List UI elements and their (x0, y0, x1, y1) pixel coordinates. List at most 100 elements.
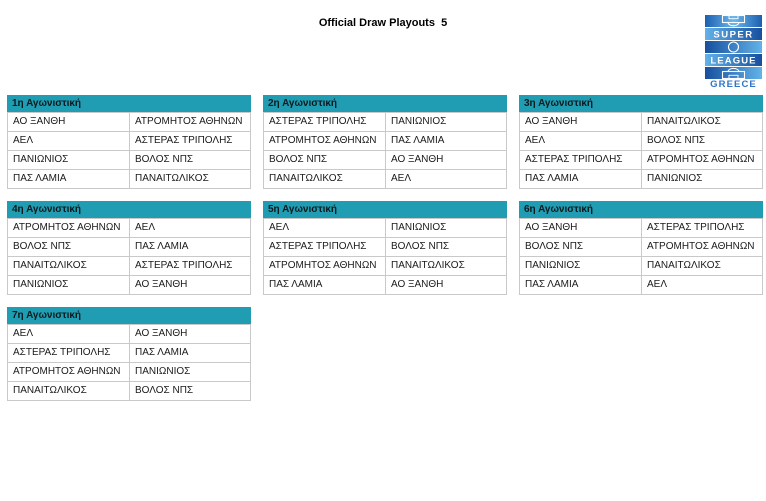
home-team-cell: ΑΣΤΕΡΑΣ ΤΡΙΠΟΛΗΣ (525, 154, 623, 165)
home-team-cell: ΑΟ ΞΑΝΘΗ (525, 222, 578, 233)
match-row: ΠΑΣ ΛΑΜΙΑ ΠΑΝΑΙΤΩΛΙΚΟΣ (7, 170, 251, 189)
home-team-cell: ΠΑΣ ΛΑΜΙΑ (269, 279, 323, 290)
match-row: ΒΟΛΟΣ ΝΠΣ ΑΟ ΞΑΝΘΗ (263, 151, 507, 170)
home-team-cell: ΑΕΛ (13, 135, 34, 146)
matchday-table: 5η Αγωνιστική ΑΕΛ ΠΑΝΙΩΝΙΟΣ ΑΣΤΕΡΑΣ ΤΡΙΠΟΛΗ… (263, 201, 507, 295)
match-row: ΒΟΛΟΣ ΝΠΣ ΠΑΣ ΛΑΜΙΑ (7, 238, 251, 257)
match-row: ΑΣΤΕΡΑΣ ΤΡΙΠΟΛΗΣ ΒΟΛΟΣ ΝΠΣ (263, 238, 507, 257)
home-team-cell: ΠΑΣ ΛΑΜΙΑ (13, 173, 67, 184)
logo-text-super: SUPER (713, 30, 753, 41)
logo-band-league (705, 54, 762, 66)
home-team-cell: ΑΣΤΕΡΑΣ ΤΡΙΠΟΛΗΣ (269, 241, 367, 252)
away-team-cell: ΑΤΡΟΜΗΤΟΣ ΑΘΗΝΩΝ (641, 238, 762, 256)
logo-text-league: LEAGUE (710, 56, 756, 67)
away-team-cell: ΑΣΤΕΡΑΣ ΤΡΙΠΟΛΗΣ (129, 257, 250, 275)
away-team-cell: ΠΑΣ ΛΑΜΙΑ (129, 344, 250, 362)
home-team-cell: ΑΕΛ (269, 222, 290, 233)
matchday-header: 1η Αγωνιστική (7, 95, 251, 112)
away-team-cell: ΒΟΛΟΣ ΝΠΣ (641, 132, 762, 150)
matchday-body: ΑΣΤΕΡΑΣ ΤΡΙΠΟΛΗΣ ΠΑΝΙΩΝΙΟΣ ΑΤΡΟΜΗΤΟΣ ΑΘΗΝΩ… (263, 112, 507, 189)
match-row: ΠΑΣ ΛΑΜΙΑ ΑΕΛ (519, 276, 763, 295)
logo-band-centre (705, 41, 762, 53)
matchday-body: ΑΟ ΞΑΝΘΗ ΑΤΡΟΜΗΤΟΣ ΑΘΗΝΩΝ ΑΕΛ ΑΣΤΕΡΑΣ ΤΡΙΠΟ… (7, 112, 251, 189)
away-team-cell: ΑΣΤΕΡΑΣ ΤΡΙΠΟΛΗΣ (641, 219, 762, 237)
draw-tables: 1η Αγωνιστική ΑΟ ΞΑΝΘΗ ΑΤΡΟΜΗΤΟΣ ΑΘΗΝΩΝ ΑΕΛ… (7, 95, 763, 401)
home-team-cell: ΠΑΝΙΩΝΙΟΣ (525, 260, 581, 271)
away-team-cell: ΠΑΝΑΙΤΩΛΙΚΟΣ (641, 113, 762, 131)
home-team-cell: ΒΟΛΟΣ ΝΠΣ (525, 241, 584, 252)
away-team-cell: ΠΑΝΑΙΤΩΛΙΚΟΣ (129, 170, 250, 188)
home-team-cell: ΑΤΡΟΜΗΤΟΣ ΑΘΗΝΩΝ (13, 222, 121, 233)
logo-band-pitch-top (705, 15, 762, 27)
home-team-cell: ΑΣΤΕΡΑΣ ΤΡΙΠΟΛΗΣ (269, 116, 367, 127)
match-row: ΠΑΝΙΩΝΙΟΣ ΠΑΝΑΙΤΩΛΙΚΟΣ (519, 257, 763, 276)
home-team-cell: ΑΟ ΞΑΝΘΗ (525, 116, 578, 127)
matchday-table: 6η Αγωνιστική ΑΟ ΞΑΝΘΗ ΑΣΤΕΡΑΣ ΤΡΙΠΟΛΗΣ ΒΟΛ… (519, 201, 763, 295)
match-row: ΑΕΛ ΑΣΤΕΡΑΣ ΤΡΙΠΟΛΗΣ (7, 132, 251, 151)
match-row: ΑΕΛ ΑΟ ΞΑΝΘΗ (7, 325, 251, 344)
away-team-cell: ΠΑΝΙΩΝΙΟΣ (129, 363, 250, 381)
matchday-header: 6η Αγωνιστική (519, 201, 763, 218)
match-row: ΑΕΛ ΠΑΝΙΩΝΙΟΣ (263, 219, 507, 238)
home-team-cell: ΠΑΝΙΩΝΙΟΣ (13, 154, 69, 165)
match-row: ΑΕΛ ΒΟΛΟΣ ΝΠΣ (519, 132, 763, 151)
matchday-header: 7η Αγωνιστική (7, 307, 251, 324)
away-team-cell: ΑΣΤΕΡΑΣ ΤΡΙΠΟΛΗΣ (129, 132, 250, 150)
away-team-cell: ΠΑΝΙΩΝΙΟΣ (385, 113, 506, 131)
home-team-cell: ΑΤΡΟΜΗΤΟΣ ΑΘΗΝΩΝ (269, 260, 377, 271)
home-team-cell: ΠΑΣ ΛΑΜΙΑ (525, 279, 579, 290)
away-team-cell: ΑΟ ΞΑΝΘΗ (129, 276, 250, 294)
matchday-body: ΑΟ ΞΑΝΘΗ ΑΣΤΕΡΑΣ ΤΡΙΠΟΛΗΣ ΒΟΛΟΣ ΝΠΣ ΑΤΡΟΜΗΤ… (519, 218, 763, 295)
logo-band-pitch-bottom (705, 67, 762, 79)
away-team-cell: ΑΕΛ (641, 276, 762, 294)
home-team-cell: ΠΑΝΑΙΤΩΛΙΚΟΣ (269, 173, 343, 184)
logo-band-super (705, 28, 762, 40)
matchday-body: ΑΕΛ ΑΟ ΞΑΝΘΗ ΑΣΤΕΡΑΣ ΤΡΙΠΟΛΗΣ ΠΑΣ ΛΑΜΙΑ ΑΤΡΟ… (7, 324, 251, 401)
match-row: ΑΤΡΟΜΗΤΟΣ ΑΘΗΝΩΝ ΠΑΣ ΛΑΜΙΑ (263, 132, 507, 151)
home-team-cell: ΑΕΛ (13, 328, 34, 339)
home-team-cell: ΒΟΛΟΣ ΝΠΣ (269, 154, 328, 165)
away-team-cell: ΑΕΛ (129, 219, 250, 237)
home-team-cell: ΠΑΝΑΙΤΩΛΙΚΟΣ (13, 260, 87, 271)
matchday-body: ΑΟ ΞΑΝΘΗ ΠΑΝΑΙΤΩΛΙΚΟΣ ΑΕΛ ΒΟΛΟΣ ΝΠΣ ΑΣΤΕΡΑΣ … (519, 112, 763, 189)
matchday-body: ΑΕΛ ΠΑΝΙΩΝΙΟΣ ΑΣΤΕΡΑΣ ΤΡΙΠΟΛΗΣ ΒΟΛΟΣ ΝΠΣ ΑΤΡ… (263, 218, 507, 295)
match-row: ΑΟ ΞΑΝΘΗ ΠΑΝΑΙΤΩΛΙΚΟΣ (519, 113, 763, 132)
home-team-cell: ΑΟ ΞΑΝΘΗ (13, 116, 66, 127)
page-title: Official Draw Playouts 5 (318, 17, 448, 29)
match-row: ΑΟ ΞΑΝΘΗ ΑΣΤΕΡΑΣ ΤΡΙΠΟΛΗΣ (519, 219, 763, 238)
matchday-header: 4η Αγωνιστική (7, 201, 251, 218)
match-row: ΑΤΡΟΜΗΤΟΣ ΑΘΗΝΩΝ ΠΑΝΙΩΝΙΟΣ (7, 363, 251, 382)
away-team-cell: ΠΑΝΙΩΝΙΟΣ (641, 170, 762, 188)
match-row: ΑΣΤΕΡΑΣ ΤΡΙΠΟΛΗΣ ΑΤΡΟΜΗΤΟΣ ΑΘΗΝΩΝ (519, 151, 763, 170)
match-row: ΠΑΝΑΙΤΩΛΙΚΟΣ ΒΟΛΟΣ ΝΠΣ (7, 382, 251, 401)
match-row: ΠΑΝΑΙΤΩΛΙΚΟΣ ΑΣΤΕΡΑΣ ΤΡΙΠΟΛΗΣ (7, 257, 251, 276)
home-team-cell: ΑΤΡΟΜΗΤΟΣ ΑΘΗΝΩΝ (269, 135, 377, 146)
match-row: ΒΟΛΟΣ ΝΠΣ ΑΤΡΟΜΗΤΟΣ ΑΘΗΝΩΝ (519, 238, 763, 257)
match-row: ΠΑΣ ΛΑΜΙΑ ΠΑΝΙΩΝΙΟΣ (519, 170, 763, 189)
matchday-table: 2η Αγωνιστική ΑΣΤΕΡΑΣ ΤΡΙΠΟΛΗΣ ΠΑΝΙΩΝΙΟΣ ΑΤ… (263, 95, 507, 189)
match-row: ΠΑΝΙΩΝΙΟΣ ΒΟΛΟΣ ΝΠΣ (7, 151, 251, 170)
match-row: ΠΑΣ ΛΑΜΙΑ ΑΟ ΞΑΝΘΗ (263, 276, 507, 295)
match-row: ΑΤΡΟΜΗΤΟΣ ΑΘΗΝΩΝ ΠΑΝΑΙΤΩΛΙΚΟΣ (263, 257, 507, 276)
home-team-cell: ΑΣΤΕΡΑΣ ΤΡΙΠΟΛΗΣ (13, 347, 111, 358)
away-team-cell: ΑΟ ΞΑΝΘΗ (385, 151, 506, 169)
matchday-header: 2η Αγωνιστική (263, 95, 507, 112)
away-team-cell: ΑΟ ΞΑΝΘΗ (385, 276, 506, 294)
match-row: ΠΑΝΑΙΤΩΛΙΚΟΣ ΑΕΛ (263, 170, 507, 189)
home-team-cell: ΑΕΛ (525, 135, 546, 146)
matchday-header: 5η Αγωνιστική (263, 201, 507, 218)
away-team-cell: ΑΤΡΟΜΗΤΟΣ ΑΘΗΝΩΝ (129, 113, 250, 131)
match-row: ΠΑΝΙΩΝΙΟΣ ΑΟ ΞΑΝΘΗ (7, 276, 251, 295)
away-team-cell: ΒΟΛΟΣ ΝΠΣ (385, 238, 506, 256)
matchday-table: 4η Αγωνιστική ΑΤΡΟΜΗΤΟΣ ΑΘΗΝΩΝ ΑΕΛ ΒΟΛΟΣ ΝΠ… (7, 201, 251, 295)
away-team-cell: ΠΑΣ ΛΑΜΙΑ (129, 238, 250, 256)
match-row: ΑΟ ΞΑΝΘΗ ΑΤΡΟΜΗΤΟΣ ΑΘΗΝΩΝ (7, 113, 251, 132)
home-team-cell: ΠΑΝΑΙΤΩΛΙΚΟΣ (13, 385, 87, 396)
matchday-table: 7η Αγωνιστική ΑΕΛ ΑΟ ΞΑΝΘΗ ΑΣΤΕΡΑΣ ΤΡΙΠΟΛΗΣ… (7, 307, 251, 401)
away-team-cell: ΠΑΣ ΛΑΜΙΑ (385, 132, 506, 150)
away-team-cell: ΑΟ ΞΑΝΘΗ (129, 325, 250, 343)
away-team-cell: ΑΕΛ (385, 170, 506, 188)
home-team-cell: ΠΑΣ ΛΑΜΙΑ (525, 173, 579, 184)
match-row: ΑΤΡΟΜΗΤΟΣ ΑΘΗΝΩΝ ΑΕΛ (7, 219, 251, 238)
away-team-cell: ΠΑΝΑΙΤΩΛΙΚΟΣ (385, 257, 506, 275)
